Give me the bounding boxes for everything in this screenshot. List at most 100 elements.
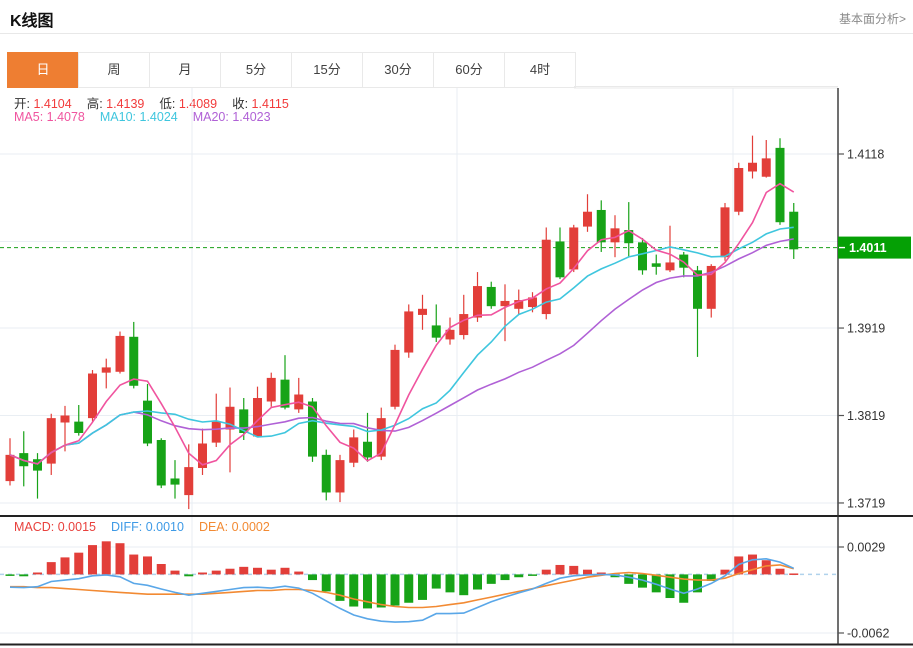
- tab-周[interactable]: 周: [78, 52, 150, 88]
- macd-bar: [541, 569, 551, 575]
- candle: [693, 270, 702, 309]
- candle: [583, 211, 592, 227]
- candle: [198, 443, 207, 468]
- tab-月[interactable]: 月: [149, 52, 221, 88]
- macd-bar: [514, 574, 524, 578]
- candle: [431, 325, 441, 338]
- candle: [335, 460, 345, 493]
- candle: [473, 286, 482, 318]
- macd-bar: [60, 557, 70, 575]
- interval-tabs: 日周月 5分 15分 30分 60分 4时: [7, 52, 576, 88]
- ma5-line: [9, 182, 795, 466]
- candle: [748, 162, 757, 172]
- candle: [624, 230, 634, 244]
- candle: [239, 409, 249, 433]
- macd-bar: [761, 560, 771, 575]
- tab-4时[interactable]: 4时: [504, 52, 576, 88]
- candle: [665, 262, 675, 271]
- candle: [266, 377, 276, 402]
- macd-bar: [88, 545, 97, 575]
- macd-bar: [555, 564, 565, 575]
- macd-bar: [720, 569, 730, 575]
- legend-item: DIFF: 0.0010: [110, 520, 184, 534]
- candle: [390, 349, 400, 407]
- ma-lines: [9, 182, 795, 466]
- candle: [349, 437, 359, 463]
- candle: [101, 367, 111, 373]
- candle: [486, 286, 496, 307]
- legend-item: 低: 1.4089: [159, 97, 218, 111]
- macd-bar: [266, 569, 276, 575]
- tab-5分[interactable]: 5分: [220, 52, 292, 88]
- candle: [706, 265, 716, 309]
- dea-line: [10, 564, 794, 609]
- macd-bar: [431, 574, 441, 589]
- header: K线图 基本面分析>: [0, 0, 913, 34]
- legend-item: DEA: 0.0002: [198, 520, 270, 534]
- ma-legend: MA5: 1.4078 MA10: 1.4024 MA20: 1.4023: [14, 110, 286, 124]
- candle: [775, 147, 785, 223]
- svg-text:1.4011: 1.4011: [849, 241, 887, 255]
- macd-bar: [500, 574, 510, 581]
- axis-labels: 1.41181.40181.39191.38191.37190.0029-0.0…: [838, 148, 889, 640]
- candle: [33, 459, 42, 471]
- axis-tick-label: 1.4118: [847, 148, 884, 162]
- tab-60分[interactable]: 60分: [433, 52, 505, 88]
- macd-bar: [170, 570, 180, 575]
- tabbar-extension-line: [574, 86, 838, 87]
- legend-item: MACD: 0.0015: [14, 520, 96, 534]
- macd-bar: [184, 574, 194, 577]
- macd-bar: [239, 566, 249, 575]
- candle: [321, 454, 331, 493]
- fundamental-analysis-link[interactable]: 基本面分析>: [838, 12, 906, 26]
- candle: [74, 421, 84, 433]
- tab-30分[interactable]: 30分: [362, 52, 434, 88]
- macd-bar: [349, 574, 359, 607]
- candle: [514, 300, 524, 309]
- candle: [679, 254, 689, 268]
- candle: [404, 311, 414, 353]
- candle: [280, 379, 290, 408]
- candle: [5, 454, 15, 482]
- legend-item: MA5: 1.4078: [14, 110, 85, 124]
- tab-15分[interactable]: 15分: [291, 52, 363, 88]
- candle: [761, 158, 771, 177]
- candle: [211, 421, 221, 443]
- macd-bar: [115, 543, 125, 575]
- candle: [555, 241, 565, 278]
- legend-item: 开: 1.4104: [14, 97, 72, 111]
- macd-bar: [198, 572, 207, 575]
- macd-bar: [651, 574, 661, 593]
- candle: [46, 418, 56, 464]
- macd-bar: [610, 574, 620, 578]
- candle: [418, 308, 427, 315]
- legend-item: 高: 1.4139: [86, 97, 145, 111]
- candle: [225, 406, 235, 430]
- diff-line: [9, 557, 795, 623]
- candle: [156, 439, 166, 486]
- gridlines: [0, 87, 838, 645]
- candle: [129, 336, 139, 386]
- macd-bar: [101, 541, 111, 575]
- candle: [60, 415, 70, 423]
- macd-bar: [129, 554, 139, 575]
- candle: [541, 239, 551, 315]
- candle: [789, 211, 799, 250]
- tab-日[interactable]: 日: [7, 52, 79, 88]
- macd-bar: [74, 552, 84, 575]
- ma20-line: [9, 238, 794, 465]
- macd-bar: [225, 568, 235, 575]
- candle: [500, 300, 510, 307]
- macd-legend: MACD: 0.0015 DIFF: 0.0010 DEA: 0.0002: [14, 520, 285, 534]
- macd-bar: [5, 574, 15, 576]
- macd-bar: [624, 574, 634, 584]
- legend-item: 收: 1.4115: [232, 97, 289, 111]
- legend-item: MA20: 1.4023: [192, 110, 271, 124]
- macd-bar: [569, 565, 579, 575]
- macd-bar: [308, 574, 317, 581]
- macd-bar: [706, 574, 716, 582]
- macd-bar: [583, 569, 592, 575]
- macd-bar: [459, 574, 469, 596]
- candle: [734, 167, 744, 212]
